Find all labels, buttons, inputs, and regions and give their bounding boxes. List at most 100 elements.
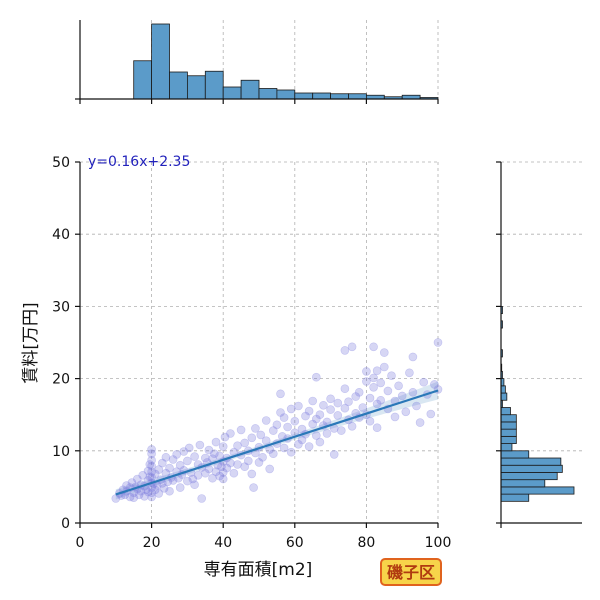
x-tick-label: 20 [143,535,161,551]
scatter-point [401,407,411,417]
scatter-point [183,456,192,466]
y-tick-label: 50 [52,155,70,171]
scatter-point [244,456,253,466]
y-tick-label: 0 [61,516,70,532]
right-hist-bar [500,450,530,459]
scatter-point [379,362,389,372]
x-tick-label: 80 [357,535,375,551]
scatter-point [308,396,318,406]
right-hist-bar [500,421,517,430]
right-hist-bar [500,392,508,401]
ward-badge-label: 磯子区 [387,563,435,582]
scatter-point [236,425,246,435]
top-hist-bar [204,70,224,100]
top-hist-bar [294,92,314,100]
scatter-point [165,463,174,473]
scatter-point [272,420,282,430]
scatter-point [265,464,275,474]
right-hist-bar [500,428,517,437]
scatter-point [369,382,378,392]
scatter-point [394,381,403,391]
scatter-point [354,387,364,397]
scatter-point [258,452,267,462]
right-hist-bar [500,435,517,444]
scatter-point [140,491,149,501]
scatter-point [190,452,199,461]
scatter-point [197,494,206,503]
scatter-point [190,480,199,490]
scatter-point [247,469,257,479]
scatter-point [372,366,382,376]
scatter-point [184,443,194,453]
scatter-point [326,394,335,404]
right-hist-bar [500,486,575,495]
scatter-point [129,493,138,503]
y-axis-title: 賃料[万円] [21,302,41,383]
scatter-point [218,468,228,477]
scatter-point [279,443,289,453]
scatter-point [340,384,350,394]
top-hist-bar [151,23,170,100]
scatter-point [294,439,303,449]
top-hist-bar [258,88,278,100]
scatter-point [175,483,185,492]
scatter-point [294,401,303,411]
scatter-point [326,405,335,414]
regression-equation-label: y=0.16x+2.35 [88,154,190,170]
main-scatter-plot: 0 20 40 60 80 100 0 10 20 30 40 50 y=0.16x+2.35 専有面… [21,154,451,580]
scatter-point [358,403,368,412]
scatter-point [201,468,210,478]
scatter-point [247,433,257,443]
scatter-point [125,492,135,502]
x-tick-label: 40 [214,535,232,551]
top-marginal-histogram [75,20,439,104]
top-hist-bar [240,79,260,100]
scatter-point [261,436,271,446]
scatter-point [322,429,332,438]
scatter-point [433,338,443,347]
scatter-point [365,416,375,426]
x-tick-label: 0 [76,535,85,551]
scatter-point [329,450,339,459]
scatter-point [226,458,235,468]
scatter-point [311,414,321,424]
scatter-point [210,449,219,459]
y-tick-label: 40 [52,227,70,243]
scatter-point [311,372,321,382]
right-hist-bar [500,479,546,488]
scatter-point [408,352,418,362]
top-hist-bar [348,93,367,100]
scatter-point [211,437,221,447]
scatter-point [387,371,396,381]
scatter-point [340,403,350,413]
scatter-point [315,410,325,420]
scatter-point [333,411,343,420]
scatter-point [376,378,386,388]
scatter-point [147,473,156,482]
scatter-point [369,373,378,383]
scatter-point [147,492,156,502]
scatter-point [347,421,357,431]
scatter-point [147,449,156,459]
regression-line [115,389,439,496]
scatter-point [268,449,278,459]
top-hist-bar [276,89,296,100]
right-hist-bar [500,472,558,481]
scatter-point [183,476,192,486]
scatter-point [430,380,439,389]
scatter-point [218,442,228,451]
scatter-point [311,431,321,440]
scatter-point [276,389,285,399]
scatter-point [168,455,178,464]
scatter-point [165,486,174,496]
ward-badge-box [380,558,442,586]
right-hist-bar [500,464,563,473]
scatter-point [405,368,414,378]
main-axes: 0 20 40 60 80 100 0 10 20 30 40 50 [52,155,451,551]
scatter-point [372,423,382,433]
scatter-point [254,458,264,467]
top-hist-bar [330,93,349,100]
scatter-point [150,469,160,479]
scatter-point [161,452,171,462]
